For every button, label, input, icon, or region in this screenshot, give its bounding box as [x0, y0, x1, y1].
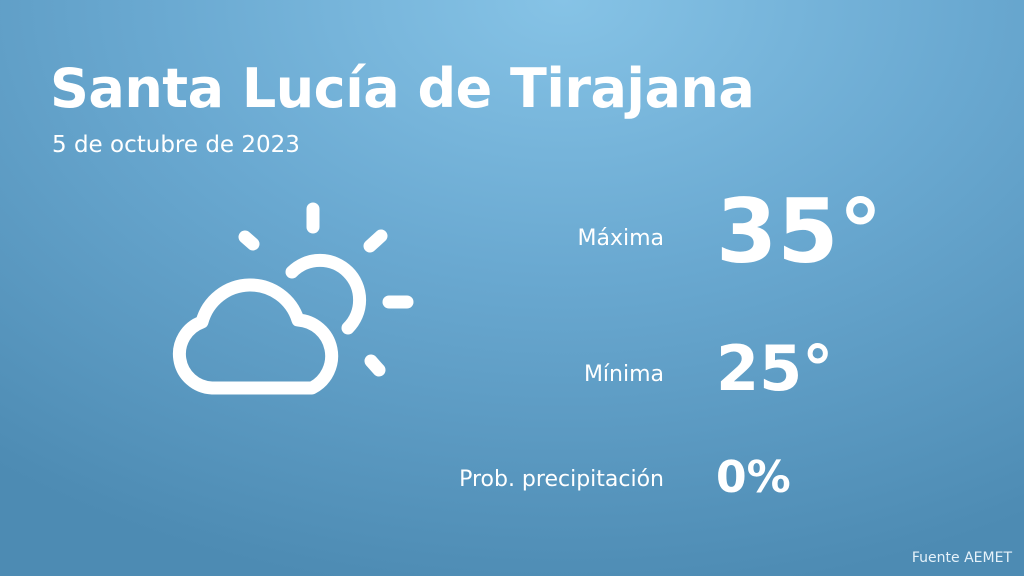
max-value: 35° — [716, 180, 883, 283]
min-value: 25° — [716, 332, 834, 405]
min-label: Mínima — [583, 362, 664, 387]
forecast-date: 5 de octubre de 2023 — [52, 132, 300, 158]
location-title: Santa Lucía de Tirajana — [50, 57, 755, 120]
max-label: Máxima — [577, 226, 664, 251]
source-credit: Fuente AEMET — [911, 550, 1012, 566]
precip-value: 0% — [716, 452, 791, 503]
precip-label: Prob. precipitación — [459, 467, 664, 492]
